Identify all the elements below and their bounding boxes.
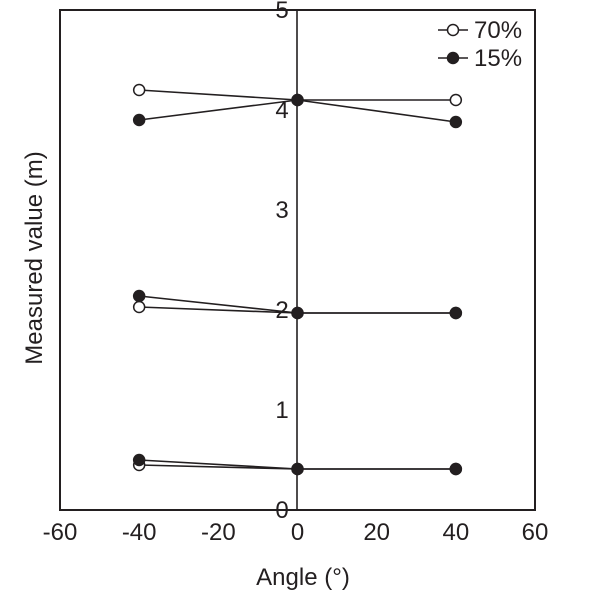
x-tick-label: -40	[122, 519, 157, 546]
x-tick-label: -60	[43, 519, 78, 546]
y-tick-label: 1	[275, 397, 288, 424]
x-tick-label: 40	[442, 519, 469, 546]
legend: 70%15%	[438, 17, 522, 72]
legend-label: 15%	[474, 45, 522, 72]
x-tick-label: -20	[201, 519, 236, 546]
data-point-filled	[291, 462, 304, 476]
data-point-filled	[449, 115, 463, 129]
legend-marker	[446, 23, 460, 37]
y-tick-label: 5	[275, 0, 288, 24]
legend-label: 70%	[474, 17, 522, 44]
data-point-filled	[449, 462, 463, 476]
data-point-filled	[132, 113, 146, 127]
data-point-filled	[291, 306, 304, 320]
tick-labels: -60 -40 -20 0 20 40 60 0 1 2 3 4 5	[43, 0, 549, 546]
y-tick-label: 4	[275, 97, 288, 124]
data-point-open	[132, 300, 146, 314]
data-point-filled	[291, 93, 304, 107]
data-point-open	[449, 93, 463, 107]
y-tick-label: 2	[275, 297, 288, 324]
x-axis-label: Angle (°)	[256, 564, 350, 591]
data-point-open	[132, 83, 146, 97]
x-tick-label: 20	[363, 519, 390, 546]
data-point-filled	[449, 306, 463, 320]
x-tick-label: 60	[522, 519, 549, 546]
data-point-filled	[132, 289, 146, 303]
chart-marks	[132, 83, 463, 476]
y-tick-label: 0	[275, 497, 288, 524]
x-tick-label: 0	[291, 519, 304, 546]
legend-marker	[446, 51, 460, 65]
y-tick-label: 3	[275, 197, 288, 224]
data-point-filled	[132, 453, 146, 467]
y-axis-label: Measured value (m)	[21, 151, 48, 364]
